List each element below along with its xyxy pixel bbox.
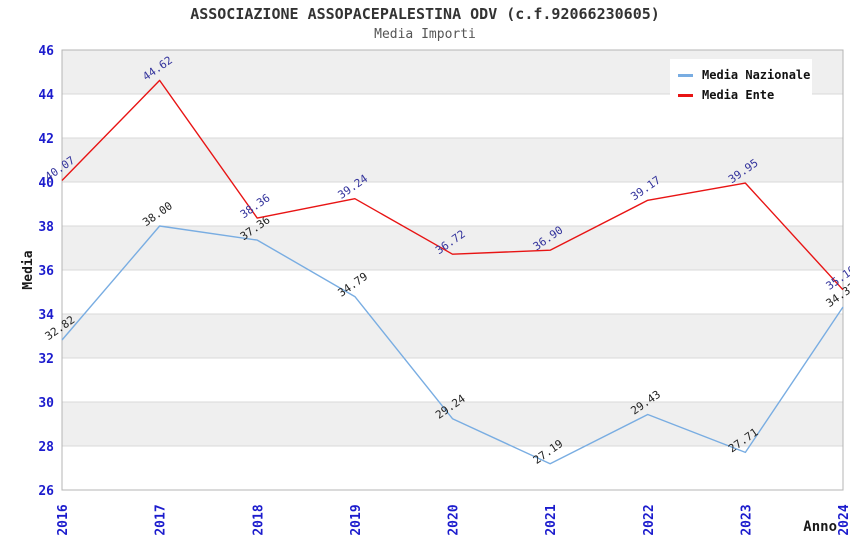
- y-axis-title: Media: [21, 250, 36, 289]
- y-tick-label: 28: [38, 440, 54, 455]
- y-tick-label: 32: [38, 352, 54, 367]
- chart-subtitle: Media Importi: [374, 27, 476, 42]
- background-band: [62, 402, 843, 446]
- y-tick-label: 40: [38, 176, 54, 191]
- y-tick-label: 34: [38, 308, 54, 323]
- background-band: [62, 314, 843, 358]
- x-tick-label: 2023: [739, 504, 754, 535]
- x-tick-label: 2017: [154, 504, 169, 535]
- legend-label-ente: Media Ente: [702, 88, 775, 102]
- series-line-nazionale: [61, 225, 844, 465]
- y-tick-label: 44: [38, 88, 54, 103]
- x-tick-label: 2021: [544, 504, 559, 535]
- legend-swatch-ente-icon: [678, 93, 693, 97]
- chart-title: ASSOCIAZIONE ASSOPACEPALESTINA ODV (c.f.…: [190, 5, 660, 23]
- x-tick-label: 2018: [251, 504, 266, 535]
- x-tick-label: 2022: [642, 504, 657, 535]
- plot-border: [61, 49, 844, 491]
- x-tick-label: 2020: [447, 504, 462, 535]
- y-tick-label: 42: [38, 132, 54, 147]
- data-point-label: 38.00: [140, 199, 175, 229]
- background-band: [62, 226, 843, 270]
- legend-label-nazionale: Media Nazionale: [702, 68, 811, 82]
- y-tick-label: 38: [38, 220, 54, 235]
- background-band: [62, 138, 843, 182]
- series-line-ente: [61, 79, 844, 291]
- x-tick-label: 2024: [837, 504, 850, 535]
- chart-legend: Media Nazionale Media Ente: [670, 59, 812, 111]
- legend-item-media-nazionale: Media Nazionale: [678, 65, 812, 85]
- legend-swatch-nazionale-icon: [678, 73, 693, 77]
- x-tick-label: 2019: [349, 504, 364, 535]
- legend-item-media-ente: Media Ente: [678, 85, 812, 105]
- x-tick-label: 2016: [56, 504, 71, 535]
- y-tick-label: 46: [38, 44, 54, 59]
- y-tick-label: 30: [38, 396, 54, 411]
- x-axis-title: Anno: [803, 519, 837, 535]
- y-tick-label: 26: [38, 484, 54, 499]
- y-tick-label: 36: [38, 264, 54, 279]
